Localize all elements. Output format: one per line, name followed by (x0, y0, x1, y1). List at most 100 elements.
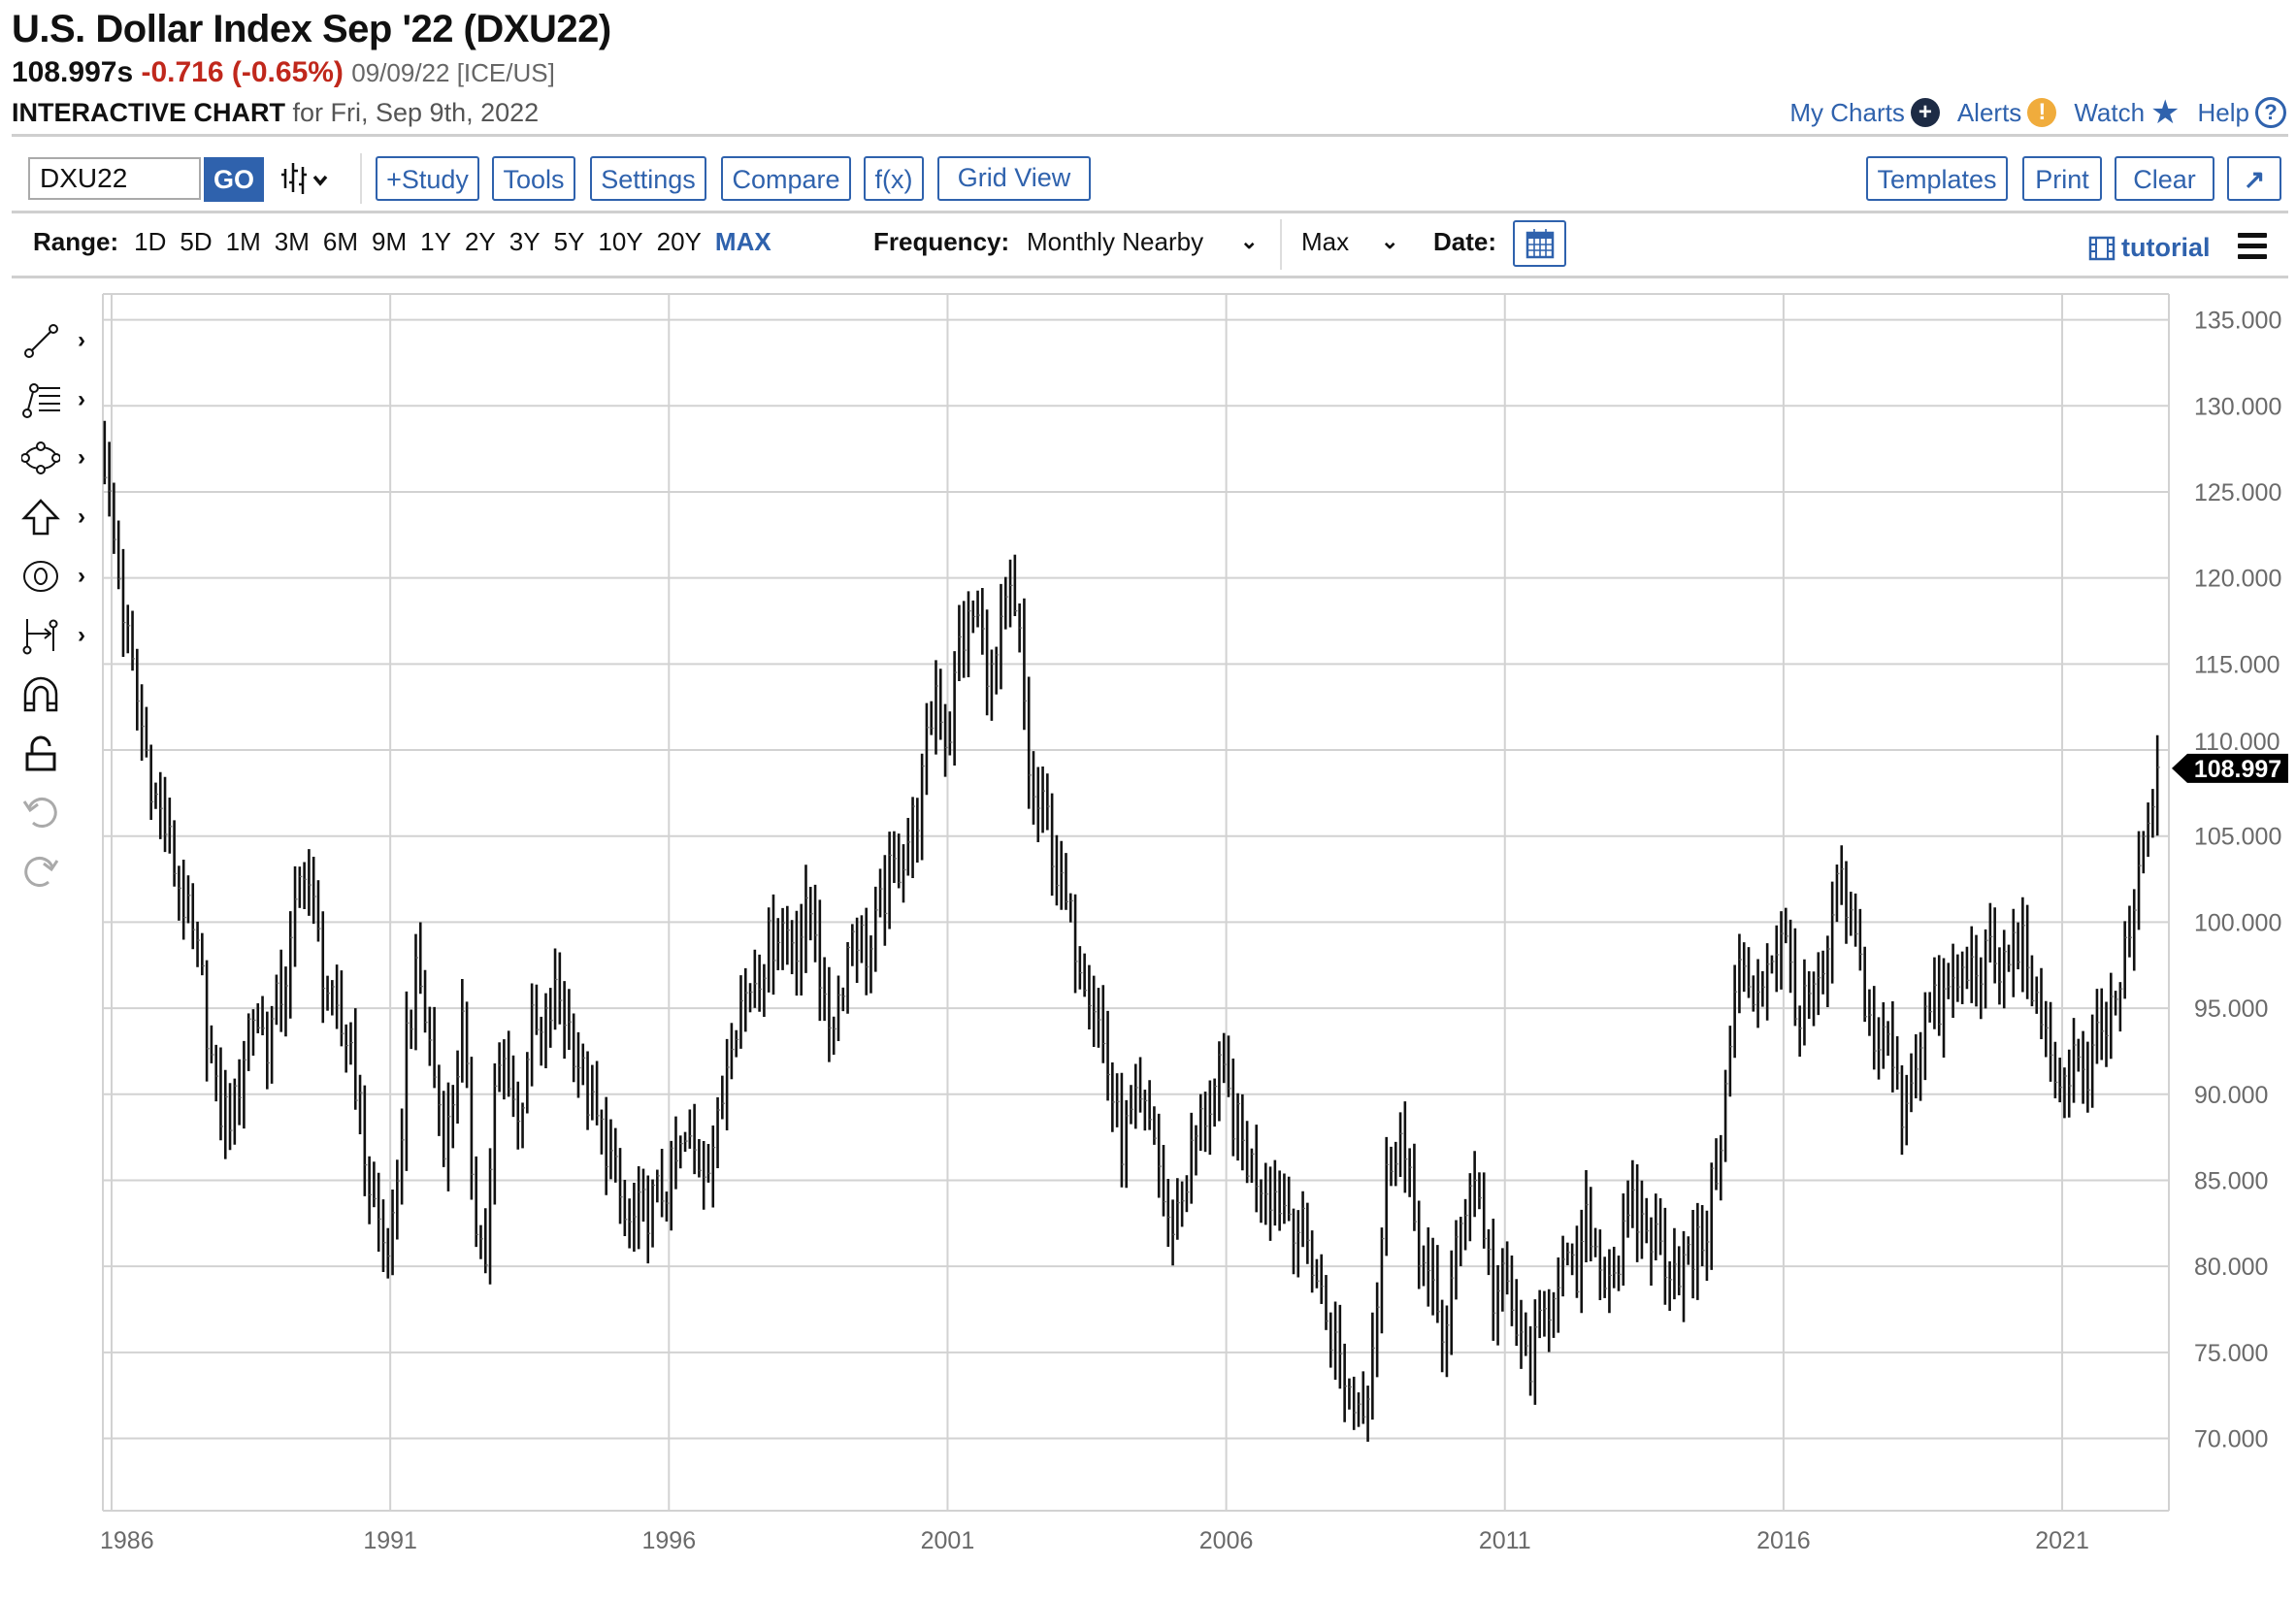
watch-label: Watch (2074, 97, 2146, 127)
x-tick-label: 2001 (921, 1527, 975, 1554)
frequency-dropdown[interactable]: Monthly Nearby ⌄ (1027, 227, 1260, 257)
compare-button[interactable]: Compare (721, 156, 851, 201)
y-tick-label: 75.000 (2194, 1340, 2268, 1367)
divider (12, 211, 2288, 213)
magnet-tool[interactable] (21, 673, 109, 716)
last-price-tag: 108.997 (2172, 753, 2288, 783)
arrow-tool[interactable]: › (21, 496, 109, 538)
y-axis: 135.000 130.000 125.000 120.000 115.000 110.0… (2194, 308, 2281, 1453)
bar-type-dropdown[interactable] (279, 161, 338, 200)
interactive-chart-label: INTERACTIVE CHART (12, 98, 285, 127)
y-tick-label: 90.000 (2194, 1082, 2268, 1109)
period-dropdown[interactable]: Max ⌄ (1301, 227, 1398, 257)
measure-tool[interactable]: › (21, 614, 109, 657)
range-selector: Range: 1D 5D 1M 3M 6M 9M 1Y 2Y 3Y 5Y 10Y… (33, 227, 785, 257)
my-charts-label: My Charts (1789, 97, 1905, 127)
divider (12, 134, 2288, 137)
shape-tool[interactable]: › (21, 437, 109, 479)
annotation-tool[interactable]: › (21, 555, 109, 598)
date-exchange: 09/09/22 [ICE/US] (351, 58, 555, 87)
date-label: Date: (1433, 227, 1497, 256)
line-tool[interactable]: › (21, 319, 109, 362)
alerts-link[interactable]: Alerts ! (1957, 98, 2057, 128)
last-price-tag-text: 108.997 (2194, 756, 2281, 783)
my-charts-link[interactable]: My Charts + (1789, 97, 1940, 128)
y-tick-label: 135.000 (2194, 308, 2281, 335)
circle-o-icon (23, 561, 58, 592)
clear-button[interactable]: Clear (2115, 156, 2214, 201)
y-tick-label: 100.000 (2194, 909, 2281, 936)
print-button[interactable]: Print (2022, 156, 2102, 201)
last-price: 108.997s (12, 56, 134, 88)
measure-icon (22, 619, 58, 655)
fibonacci-tool[interactable]: › (21, 378, 109, 421)
x-tick-label: 1986 (100, 1527, 154, 1554)
templates-button[interactable]: Templates (1866, 156, 2008, 201)
range-10y[interactable]: 10Y (598, 227, 643, 256)
symbol-input[interactable]: DXU22 (28, 157, 201, 200)
range-5y[interactable]: 5Y (553, 227, 585, 256)
range-max[interactable]: MAX (714, 227, 771, 256)
expand-button[interactable]: ↗ (2227, 156, 2281, 201)
y-tick-label: 80.000 (2194, 1254, 2268, 1281)
question-icon: ? (2255, 97, 2286, 128)
price-change: -0.716 (-0.65%) (141, 56, 344, 88)
x-tick-label: 1996 (641, 1527, 696, 1554)
interactive-chart-heading: INTERACTIVE CHART for Fri, Sep 9th, 2022 (12, 98, 539, 128)
range-6m[interactable]: 6M (322, 227, 358, 256)
undo-icon (22, 798, 57, 828)
range-1y[interactable]: 1Y (420, 227, 451, 256)
ellipse-shape-icon (21, 441, 60, 474)
study-button[interactable]: +Study (376, 156, 479, 201)
fx-button[interactable]: f(x) (864, 156, 924, 201)
y-tick-label: 85.000 (2194, 1167, 2268, 1194)
range-20y[interactable]: 20Y (656, 227, 702, 256)
tools-button[interactable]: Tools (492, 156, 575, 201)
go-button[interactable]: GO (204, 157, 264, 202)
menu-icon[interactable] (2238, 233, 2267, 265)
grid-view-button[interactable]: Grid View (937, 156, 1091, 201)
quote-line: 108.997s -0.716 (-0.65%) 09/09/22 [ICE/U… (12, 56, 555, 89)
help-label: Help (2197, 97, 2249, 127)
date-picker-button[interactable] (1513, 220, 1566, 267)
magnet-icon (23, 676, 58, 712)
ohlc-bars-icon (281, 163, 328, 194)
fibonacci-icon (22, 383, 60, 418)
chevron-right-icon: › (78, 327, 85, 353)
plus-circle-icon: + (1910, 98, 1940, 127)
period-value: Max (1301, 227, 1350, 256)
chart-grid (102, 293, 2170, 1512)
watch-link[interactable]: Watch ★ (2074, 96, 2180, 129)
divider (12, 276, 2288, 278)
range-1m[interactable]: 1M (225, 227, 261, 256)
lock-tool[interactable] (21, 733, 109, 775)
chevron-right-icon: › (78, 563, 85, 589)
frequency-label: Frequency: (873, 227, 1010, 256)
chevron-right-icon: › (78, 386, 85, 412)
x-tick-label: 1991 (363, 1527, 417, 1554)
range-5d[interactable]: 5D (180, 227, 213, 256)
y-tick-label: 120.000 (2194, 566, 2281, 593)
redo-icon (24, 857, 59, 887)
range-1d[interactable]: 1D (134, 227, 167, 256)
range-9m[interactable]: 9M (372, 227, 408, 256)
help-link[interactable]: Help ? (2198, 97, 2286, 128)
frequency-value: Monthly Nearby (1027, 227, 1204, 256)
range-3y[interactable]: 3Y (508, 227, 541, 256)
tutorial-link[interactable]: tutorial (2088, 233, 2211, 263)
toolbar-separator (360, 153, 362, 204)
range-3m[interactable]: 3M (274, 227, 310, 256)
unlock-icon (25, 735, 56, 771)
redo-button[interactable] (21, 850, 109, 893)
x-tick-label: 2021 (2035, 1527, 2089, 1554)
range-label: Range: (33, 227, 119, 256)
chart-date: for Fri, Sep 9th, 2022 (292, 98, 540, 127)
x-tick-label: 2016 (1756, 1527, 1811, 1554)
chevron-right-icon: › (78, 504, 85, 530)
settings-button[interactable]: Settings (590, 156, 706, 201)
range-2y[interactable]: 2Y (464, 227, 496, 256)
film-icon (2088, 236, 2116, 260)
y-tick-label: 105.000 (2194, 824, 2281, 851)
undo-button[interactable] (21, 791, 109, 833)
